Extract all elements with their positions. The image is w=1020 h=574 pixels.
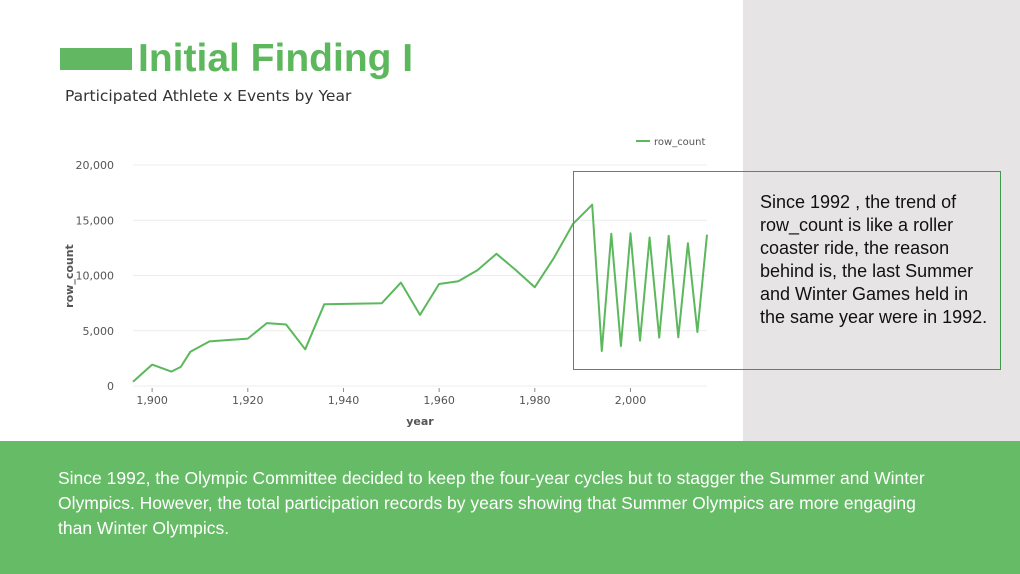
y-axis-ticks: 0 5,000 10,000 15,000 20,000 [76,159,115,393]
x-tick-label: 1,980 [519,394,551,407]
title-accent-bar [60,48,132,70]
legend-label: row_count [654,137,705,148]
x-tick-label: 1,920 [232,394,264,407]
chart-grid [133,164,707,387]
summary-text: Since 1992, the Olympic Committee decide… [58,468,925,538]
chart-series [132,203,708,383]
y-tick-label: 15,000 [76,214,115,227]
x-axis-label: year [406,415,434,428]
y-axis-label: row_count [63,244,76,308]
x-tick-label: 1,960 [423,394,455,407]
slide-title: Initial Finding I [138,37,414,80]
side-panel-background [743,0,1020,441]
x-axis-ticks: 1,900 1,920 1,940 1,960 1,980 2,000 [136,388,646,407]
chart-legend: row_count [636,137,705,148]
x-tick-label: 1,900 [136,394,168,407]
y-tick-label: 20,000 [76,159,115,172]
y-tick-label: 10,000 [76,270,115,283]
summary-banner [0,441,1020,574]
y-tick-label: 0 [107,380,114,393]
callout-text: Since 1992 , the trend of row_count is l… [760,192,988,327]
series-line-row_count [132,203,708,383]
x-tick-label: 2,000 [615,394,647,407]
x-tick-label: 1,940 [328,394,360,407]
highlight-callout-box [573,171,1001,370]
y-tick-label: 5,000 [83,325,115,338]
chart-subtitle: Participated Athlete x Events by Year [65,87,352,105]
line-chart: 0 5,000 10,000 15,000 20,000 1,900 1,920 1,940… [63,137,708,428]
